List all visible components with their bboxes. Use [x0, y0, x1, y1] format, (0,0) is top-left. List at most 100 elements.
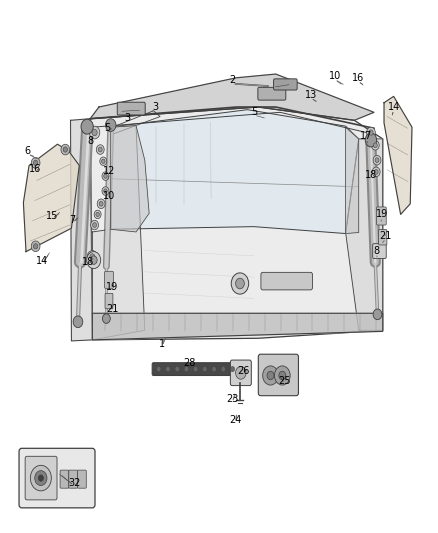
Circle shape [38, 475, 43, 481]
Circle shape [365, 133, 377, 147]
Circle shape [30, 465, 51, 491]
Circle shape [90, 256, 97, 264]
FancyBboxPatch shape [105, 293, 113, 309]
Circle shape [373, 156, 381, 165]
Circle shape [99, 201, 103, 206]
Circle shape [373, 143, 377, 148]
Polygon shape [90, 74, 374, 120]
FancyBboxPatch shape [274, 79, 297, 90]
Circle shape [89, 126, 100, 139]
Text: 2: 2 [229, 76, 235, 85]
Circle shape [203, 367, 207, 372]
Text: 14: 14 [36, 256, 48, 266]
Circle shape [33, 160, 38, 165]
Circle shape [87, 252, 101, 269]
Text: 26: 26 [237, 366, 249, 376]
Text: 13: 13 [304, 90, 317, 100]
Text: 8: 8 [373, 246, 379, 255]
Text: 19: 19 [106, 282, 118, 292]
Text: 7: 7 [70, 215, 76, 225]
Circle shape [31, 158, 40, 168]
Circle shape [156, 367, 161, 372]
Circle shape [100, 157, 107, 165]
Circle shape [106, 119, 116, 132]
Text: 17: 17 [360, 131, 373, 141]
FancyBboxPatch shape [19, 448, 95, 508]
Text: 24: 24 [230, 415, 242, 425]
Circle shape [90, 254, 95, 260]
Circle shape [236, 278, 244, 289]
FancyBboxPatch shape [117, 102, 145, 115]
Text: 14: 14 [388, 102, 400, 112]
Circle shape [212, 367, 216, 372]
Text: 3: 3 [124, 112, 131, 123]
Text: 15: 15 [46, 211, 58, 221]
FancyBboxPatch shape [60, 470, 69, 488]
Circle shape [87, 251, 98, 263]
FancyBboxPatch shape [261, 272, 312, 290]
Text: 10: 10 [103, 191, 115, 201]
FancyBboxPatch shape [258, 354, 298, 395]
Circle shape [96, 145, 104, 155]
Text: 19: 19 [376, 209, 388, 220]
Text: 16: 16 [28, 164, 41, 174]
Circle shape [240, 367, 244, 372]
Circle shape [367, 127, 375, 138]
FancyBboxPatch shape [69, 470, 78, 488]
Circle shape [98, 147, 102, 152]
Circle shape [97, 199, 105, 208]
Text: 12: 12 [103, 166, 115, 176]
Text: 3: 3 [152, 102, 159, 112]
Circle shape [81, 119, 93, 134]
Circle shape [92, 223, 96, 228]
Text: 25: 25 [278, 376, 291, 386]
Circle shape [372, 167, 380, 176]
Polygon shape [71, 119, 92, 341]
FancyBboxPatch shape [78, 470, 86, 488]
Circle shape [374, 169, 378, 174]
Text: 6: 6 [25, 146, 31, 156]
FancyBboxPatch shape [230, 360, 251, 385]
Circle shape [236, 367, 246, 379]
Text: 1: 1 [159, 338, 165, 349]
Polygon shape [384, 96, 412, 214]
FancyBboxPatch shape [377, 207, 386, 225]
Circle shape [102, 314, 110, 324]
FancyBboxPatch shape [378, 230, 387, 245]
Text: 32: 32 [68, 478, 80, 488]
Circle shape [33, 244, 38, 249]
Circle shape [35, 471, 47, 486]
Text: 28: 28 [183, 358, 195, 368]
Polygon shape [346, 127, 359, 233]
Circle shape [31, 241, 40, 252]
Text: 21: 21 [106, 304, 118, 314]
Circle shape [61, 144, 70, 155]
Circle shape [102, 172, 109, 180]
Polygon shape [111, 126, 149, 232]
Circle shape [96, 212, 99, 216]
Circle shape [263, 366, 279, 385]
Circle shape [175, 367, 180, 372]
Circle shape [279, 371, 286, 379]
Circle shape [267, 371, 274, 379]
Circle shape [194, 367, 198, 372]
Circle shape [371, 141, 379, 150]
Circle shape [92, 130, 97, 136]
Circle shape [104, 174, 107, 178]
Text: 8: 8 [87, 135, 93, 146]
Circle shape [102, 159, 105, 164]
Circle shape [373, 309, 382, 320]
Text: 18: 18 [82, 257, 94, 267]
Circle shape [221, 367, 226, 372]
Circle shape [91, 220, 99, 230]
Polygon shape [346, 139, 383, 330]
Circle shape [73, 316, 83, 328]
FancyBboxPatch shape [152, 363, 249, 375]
Circle shape [230, 367, 235, 372]
Polygon shape [92, 126, 145, 340]
Circle shape [63, 147, 67, 152]
Polygon shape [23, 144, 79, 252]
Circle shape [369, 130, 373, 135]
Circle shape [375, 158, 379, 163]
FancyBboxPatch shape [373, 244, 386, 259]
